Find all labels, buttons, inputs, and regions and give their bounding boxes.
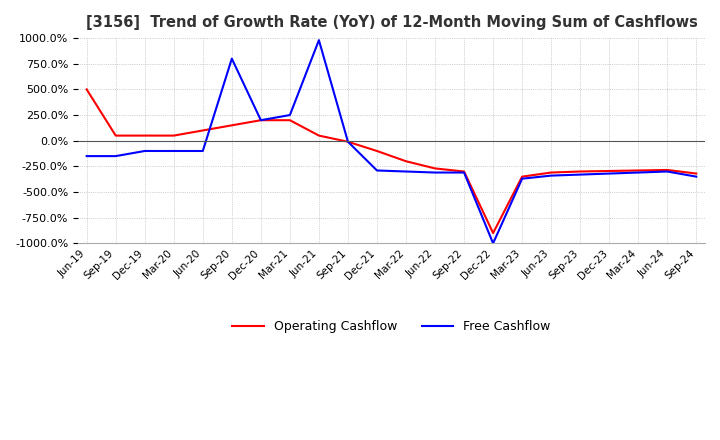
Free Cashflow xyxy=(431,170,439,175)
Free Cashflow xyxy=(605,171,613,176)
Operating Cashflow xyxy=(343,139,352,144)
Operating Cashflow xyxy=(228,123,236,128)
Operating Cashflow xyxy=(576,169,585,174)
Free Cashflow xyxy=(256,117,265,123)
Free Cashflow xyxy=(489,241,498,246)
Free Cashflow xyxy=(663,169,672,174)
Free Cashflow xyxy=(518,176,526,181)
Operating Cashflow xyxy=(663,167,672,172)
Line: Operating Cashflow: Operating Cashflow xyxy=(86,89,696,233)
Operating Cashflow xyxy=(431,166,439,171)
Operating Cashflow xyxy=(140,133,149,138)
Legend: Operating Cashflow, Free Cashflow: Operating Cashflow, Free Cashflow xyxy=(228,315,556,338)
Free Cashflow xyxy=(315,37,323,43)
Free Cashflow xyxy=(82,154,91,159)
Operating Cashflow xyxy=(199,128,207,133)
Free Cashflow xyxy=(402,169,410,174)
Operating Cashflow xyxy=(489,231,498,236)
Operating Cashflow xyxy=(402,158,410,164)
Free Cashflow xyxy=(112,154,120,159)
Operating Cashflow xyxy=(373,148,382,154)
Free Cashflow xyxy=(228,56,236,61)
Operating Cashflow xyxy=(82,87,91,92)
Operating Cashflow xyxy=(256,117,265,123)
Line: Free Cashflow: Free Cashflow xyxy=(86,40,696,243)
Free Cashflow xyxy=(373,168,382,173)
Operating Cashflow xyxy=(112,133,120,138)
Free Cashflow xyxy=(343,139,352,144)
Operating Cashflow xyxy=(460,169,469,174)
Free Cashflow xyxy=(546,173,555,178)
Operating Cashflow xyxy=(634,168,642,173)
Free Cashflow xyxy=(286,113,294,118)
Operating Cashflow xyxy=(546,170,555,175)
Free Cashflow xyxy=(140,148,149,154)
Operating Cashflow xyxy=(692,171,701,176)
Free Cashflow xyxy=(460,170,469,175)
Operating Cashflow xyxy=(286,117,294,123)
Free Cashflow xyxy=(199,148,207,154)
Free Cashflow xyxy=(634,170,642,175)
Operating Cashflow xyxy=(315,133,323,138)
Title: [3156]  Trend of Growth Rate (YoY) of 12-Month Moving Sum of Cashflows: [3156] Trend of Growth Rate (YoY) of 12-… xyxy=(86,15,698,30)
Free Cashflow xyxy=(576,172,585,177)
Free Cashflow xyxy=(692,174,701,179)
Free Cashflow xyxy=(169,148,178,154)
Operating Cashflow xyxy=(605,169,613,174)
Operating Cashflow xyxy=(518,174,526,179)
Operating Cashflow xyxy=(169,133,178,138)
